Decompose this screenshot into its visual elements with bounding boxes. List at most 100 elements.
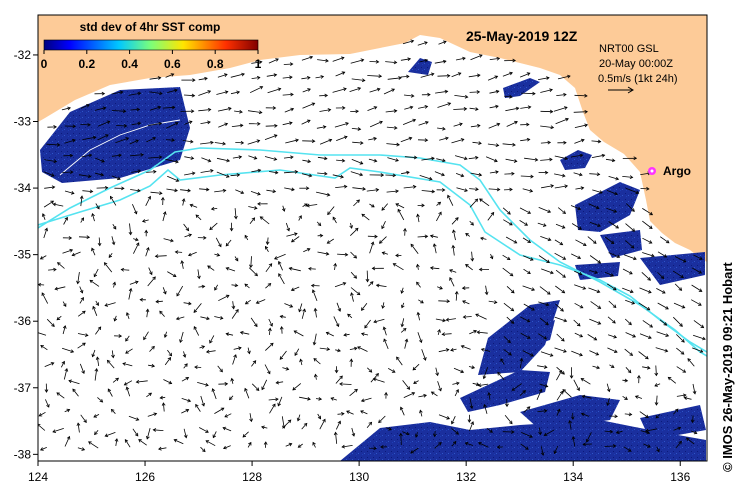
velocity-arrow (592, 189, 603, 194)
velocity-arrowhead (222, 141, 226, 146)
velocity-arrow (146, 171, 156, 173)
velocity-arrowhead (216, 253, 221, 257)
velocity-arrowhead (345, 122, 349, 126)
velocity-arrow (437, 329, 441, 336)
velocity-arrowhead (288, 266, 293, 271)
velocity-arrowhead (346, 410, 350, 414)
velocity-arrowhead (615, 430, 620, 435)
velocity-arrowhead (549, 157, 553, 162)
velocity-arrow (278, 273, 285, 285)
velocity-arrow (80, 217, 84, 223)
velocity-arrowhead (596, 289, 601, 294)
velocity-arrowhead (202, 448, 206, 453)
velocity-arrowhead (495, 89, 500, 94)
velocity-arrow (520, 106, 531, 109)
velocity-arrow (373, 378, 385, 383)
velocity-arrow (301, 423, 308, 430)
velocity-arrow (404, 339, 408, 349)
velocity-arrowhead (561, 225, 566, 229)
velocity-arrow (149, 91, 163, 94)
velocity-arrowhead (39, 447, 44, 451)
velocity-arrow (616, 430, 623, 434)
velocity-arrowhead (172, 273, 177, 278)
velocity-arrowhead (425, 121, 429, 125)
velocity-arrow (623, 446, 632, 452)
velocity-arrowhead (170, 238, 174, 243)
velocity-arrow (659, 236, 670, 244)
velocity-arrow (167, 271, 177, 277)
velocity-arrowhead (561, 173, 566, 178)
velocity-arrow (673, 316, 683, 327)
velocity-arrowhead (279, 314, 284, 319)
velocity-arrowhead (372, 377, 377, 382)
velocity-arrowhead (101, 159, 105, 163)
velocity-arrow (522, 285, 535, 291)
velocity-arrow (638, 302, 650, 311)
velocity-arrow (81, 154, 92, 158)
velocity-arrow (591, 140, 601, 143)
velocity-arrow (604, 430, 613, 433)
velocity-arrowhead (376, 87, 381, 92)
velocity-arrowhead (125, 386, 130, 391)
velocity-arrowhead (113, 317, 118, 322)
velocity-arrow (520, 139, 530, 142)
velocity-arrowhead (461, 286, 466, 290)
velocity-arrowhead (62, 325, 67, 329)
velocity-arrowhead (228, 396, 233, 401)
velocity-arrowhead (477, 442, 482, 446)
velocity-arrow (539, 286, 551, 295)
velocity-arrowhead (152, 137, 156, 141)
velocity-arrow (200, 142, 214, 145)
velocity-arrowhead (460, 345, 465, 349)
velocity-arrowhead (397, 208, 401, 213)
velocity-arrowhead (391, 88, 396, 92)
velocity-arrow (128, 92, 141, 96)
velocity-arrow (285, 139, 299, 144)
velocity-arrow (230, 174, 240, 177)
velocity-arrow (540, 125, 554, 128)
velocity-arrowhead (277, 402, 281, 407)
velocity-arrow (343, 333, 350, 336)
velocity-arrow (367, 75, 382, 77)
velocity-arrow (421, 157, 435, 161)
velocity-arrowhead (368, 369, 373, 373)
y-tick-label: -36 (14, 314, 32, 328)
map-date: 25-May-2019 12Z (466, 28, 578, 44)
velocity-arrow (589, 350, 599, 356)
velocity-arrow (95, 300, 99, 306)
x-axis: 124 126 128 130 132 134 136 (28, 461, 691, 484)
velocity-arrow (97, 397, 103, 403)
velocity-arrow (676, 347, 685, 355)
velocity-arrowhead (545, 321, 549, 326)
velocity-arrow (674, 256, 686, 263)
velocity-arrow (434, 60, 446, 64)
velocity-arrowhead (360, 398, 365, 403)
velocity-arrow (335, 375, 343, 384)
velocity-arrowhead (337, 308, 342, 312)
velocity-arrowhead (699, 256, 703, 260)
velocity-arrow (80, 104, 90, 109)
velocity-arrowhead (530, 353, 534, 357)
velocity-arrowhead (106, 359, 111, 364)
velocity-arrow (640, 430, 650, 434)
velocity-arrow (589, 318, 601, 325)
velocity-arrowhead (279, 326, 284, 330)
velocity-arrow (431, 391, 438, 397)
velocity-arrow (149, 77, 161, 80)
velocity-arrowhead (524, 222, 529, 226)
velocity-arrow (264, 134, 278, 140)
velocity-arrowhead (648, 289, 652, 294)
velocity-arrow (291, 286, 300, 291)
velocity-arrowhead (312, 341, 317, 346)
velocity-arrow (693, 254, 703, 260)
velocity-arrowhead (94, 431, 98, 436)
velocity-arrow (281, 416, 285, 429)
velocity-arrow (435, 90, 448, 94)
velocity-arrow (349, 347, 357, 350)
velocity-arrowhead (635, 190, 640, 195)
velocity-arrow (222, 427, 232, 432)
velocity-arrowhead (527, 270, 531, 275)
velocity-arrowhead (224, 414, 229, 418)
velocity-arrow (133, 238, 139, 241)
velocity-arrowhead (398, 76, 402, 80)
